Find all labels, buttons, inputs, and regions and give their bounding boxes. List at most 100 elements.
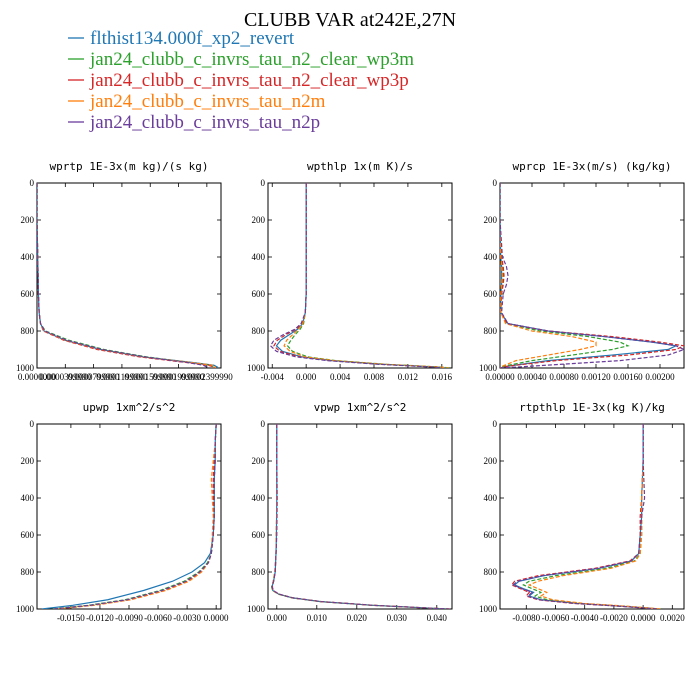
x-tick-label: 0.040 <box>427 613 448 623</box>
y-tick-label: 200 <box>484 456 498 466</box>
x-tick-label: 0.00080 <box>549 372 579 382</box>
y-tick-label: 200 <box>21 215 35 225</box>
panel-1: wprtp 1E-3x(m kg)/(s kg) 0 200 400 600 800 100… <box>16 160 233 382</box>
x-tick-label: 0.010 <box>307 613 328 623</box>
y-tick-label: 800 <box>252 326 266 336</box>
series-line-2 <box>500 183 630 368</box>
y-tick-label: 800 <box>21 567 35 577</box>
series-line-4 <box>527 424 661 609</box>
x-tick-label: -0.004 <box>261 372 285 382</box>
x-tick-label: -0.0020 <box>600 613 628 623</box>
y-tick-label: 0 <box>493 419 498 429</box>
panel-2: wpthlp 1x(m K)/s 0 200 400 600 800 1000-0.004 0… <box>247 160 453 382</box>
x-tick-label: -0.0030 <box>173 613 201 623</box>
y-tick-label: 1000 <box>479 363 498 373</box>
series-line-3 <box>273 183 444 368</box>
plot-frame <box>499 182 685 369</box>
x-tick-label: -0.0040 <box>571 613 599 623</box>
x-tick-label: 0.0000399990 <box>39 372 91 382</box>
legend-entry: flthist134.000f_xp2_revert <box>90 28 295 49</box>
series-group <box>500 183 684 368</box>
series-line-4 <box>500 183 597 368</box>
y-tick-label: 200 <box>252 456 266 466</box>
x-tick-label: 0.000 <box>267 613 288 623</box>
plot-frame <box>36 423 222 610</box>
series-group <box>41 424 217 609</box>
plot-frame <box>267 182 453 369</box>
y-tick-label: 800 <box>21 326 35 336</box>
panel-title: rtpthlp 1E-3x(kg K)/kg <box>519 401 665 414</box>
series-line-3 <box>500 183 684 368</box>
y-tick-label: 0 <box>30 419 35 429</box>
legend-entry: jan24_clubb_c_invrs_tau_n2_clear_wp3m <box>89 49 414 70</box>
y-tick-label: 600 <box>21 530 35 540</box>
x-tick-label: 0.0000 <box>631 613 656 623</box>
series-line-2 <box>522 424 661 609</box>
series-line-3 <box>37 183 215 368</box>
series-line-2 <box>51 424 217 609</box>
series-group <box>269 183 451 368</box>
panel-title: upwp 1xm^2/s^2 <box>83 401 176 414</box>
y-tick-label: 400 <box>252 252 266 262</box>
series-line-4 <box>283 183 449 368</box>
x-tick-label: -0.0090 <box>115 613 143 623</box>
series-group <box>37 183 219 368</box>
y-tick-label: 400 <box>21 252 35 262</box>
y-tick-label: 1000 <box>479 604 498 614</box>
legend: flthist134.000f_xp2_revertjan24_clubb_c_… <box>68 28 414 133</box>
y-tick-label: 0 <box>493 178 498 188</box>
x-tick-label: -0.0080 <box>512 613 540 623</box>
panel-title: wpthlp 1x(m K)/s <box>307 160 413 173</box>
panel-title: wprcp 1E-3x(m/s) (kg/kg) <box>513 160 672 173</box>
y-tick-label: 600 <box>252 289 266 299</box>
legend-entry: jan24_clubb_c_invrs_tau_n2_clear_wp3p <box>89 70 409 91</box>
series-line-3 <box>510 424 658 609</box>
x-tick-label: -0.0060 <box>144 613 172 623</box>
series-line-3 <box>55 424 217 609</box>
y-tick-label: 200 <box>252 215 266 225</box>
panel-3: wprcp 1E-3x(m/s) (kg/kg) 0 200 400 600 800 100… <box>479 160 685 382</box>
y-tick-label: 400 <box>252 493 266 503</box>
y-tick-label: 400 <box>484 252 498 262</box>
x-tick-label: -0.0120 <box>86 613 114 623</box>
y-tick-label: 0 <box>261 178 266 188</box>
x-tick-label: 0.004 <box>330 372 351 382</box>
y-tick-label: 200 <box>21 456 35 466</box>
x-tick-label: 0.030 <box>387 613 408 623</box>
figure-title: CLUBB VAR at242E,27N <box>244 9 456 31</box>
y-tick-label: 1000 <box>16 604 35 614</box>
series-line-4 <box>271 424 449 609</box>
x-tick-label: 0.0000000 <box>18 372 57 382</box>
x-tick-label: 0.0002399990 <box>181 372 233 382</box>
y-tick-label: 400 <box>21 493 35 503</box>
x-tick-label: 0.00040 <box>517 372 547 382</box>
y-tick-label: 600 <box>252 530 266 540</box>
y-tick-label: 0 <box>30 178 35 188</box>
x-tick-label: 0.0000799990 <box>68 372 120 382</box>
series-line-1 <box>271 424 449 609</box>
x-tick-label: 0.008 <box>364 372 385 382</box>
x-tick-label: 0.0001599990 <box>124 372 176 382</box>
series-line-1 <box>513 424 658 609</box>
x-tick-label: -0.0060 <box>542 613 570 623</box>
series-line-5 <box>269 183 442 368</box>
x-tick-label: 0.00200 <box>645 372 675 382</box>
series-group <box>510 424 661 609</box>
series-line-3 <box>271 424 450 609</box>
x-tick-label: 0.000 <box>296 372 317 382</box>
x-tick-label: 0.016 <box>432 372 453 382</box>
series-line-5 <box>37 183 208 368</box>
y-tick-label: 400 <box>484 493 498 503</box>
panel-title: wprtp 1E-3x(m kg)/(s kg) <box>50 160 209 173</box>
y-tick-label: 0 <box>261 419 266 429</box>
series-line-5 <box>53 424 217 609</box>
x-tick-label: 0.0020 <box>660 613 685 623</box>
series-line-2 <box>286 183 451 368</box>
x-tick-label: 0.00160 <box>613 372 643 382</box>
legend-entry: jan24_clubb_c_invrs_tau_n2m <box>89 91 326 112</box>
x-tick-label: 0.020 <box>347 613 368 623</box>
series-line-5 <box>271 424 450 609</box>
